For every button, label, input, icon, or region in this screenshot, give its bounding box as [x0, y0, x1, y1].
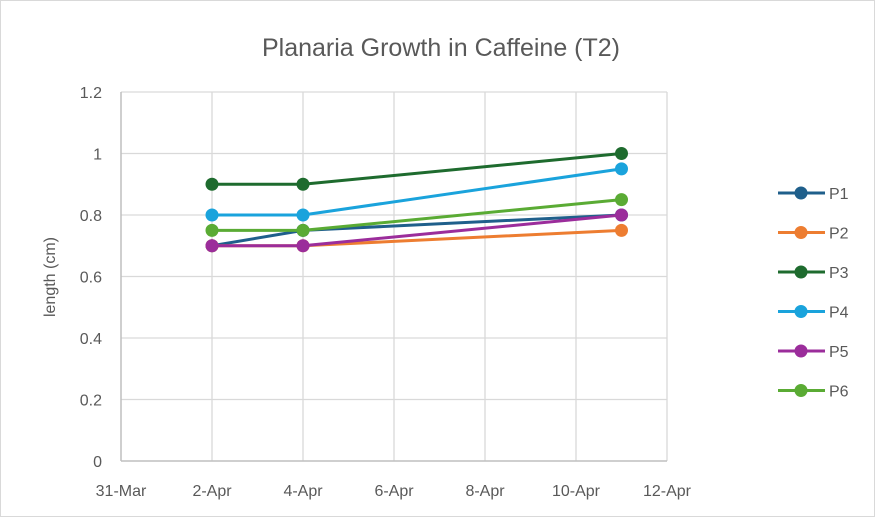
series-p3 [205, 147, 628, 191]
legend-marker-icon [794, 384, 808, 397]
x-tick-label: 2-Apr [192, 483, 232, 500]
legend-label: P2 [829, 226, 849, 243]
legend-item-p4[interactable]: P4 [778, 305, 849, 322]
gridlines [121, 91, 668, 461]
data-point [615, 208, 628, 222]
legend-label: P5 [829, 344, 849, 361]
y-tick-label: 1 [93, 147, 102, 164]
x-tick-label: 6-Apr [374, 483, 414, 500]
data-point [205, 239, 219, 253]
legend-marker-icon [794, 265, 808, 279]
legend-marker-icon [794, 344, 808, 358]
data-point [296, 208, 310, 222]
data-point [615, 147, 628, 160]
legend-marker-icon [794, 226, 808, 239]
x-tick-label: 12-Apr [643, 483, 692, 500]
legend-item-p5[interactable]: P5 [778, 344, 849, 361]
data-point [615, 162, 628, 176]
y-tick-label: 0.8 [80, 208, 102, 225]
legend-item-p3[interactable]: P3 [778, 265, 849, 282]
data-point [296, 239, 310, 253]
legend-label: P6 [829, 384, 849, 401]
series-p6 [205, 193, 628, 237]
data-point [205, 177, 219, 191]
data-point [205, 223, 219, 237]
axes [120, 92, 667, 462]
data-point [296, 223, 310, 237]
legend-marker-icon [794, 305, 808, 318]
x-tick-label: 10-Apr [552, 483, 601, 500]
x-tick-label: 8-Apr [465, 483, 505, 500]
y-axis-label: length (cm) [42, 237, 59, 317]
x-tick-label: 4-Apr [283, 483, 323, 500]
legend-marker-icon [794, 186, 808, 200]
x-tick-label: 31-Mar [96, 483, 147, 500]
legend-label: P1 [829, 186, 849, 203]
data-point [296, 177, 310, 191]
legend-item-p6[interactable]: P6 [778, 384, 849, 401]
tick-labels: 0 0.2 0.4 0.6 0.8 1 1.2 31-Mar 2-Apr 4-Apr 6-Apr 8-… [80, 85, 692, 500]
data-point [205, 208, 219, 222]
series-line [212, 228, 622, 248]
y-tick-label: 0.4 [80, 331, 102, 348]
legend-label: P3 [829, 265, 849, 282]
legend[interactable]: P1 P2 P3 P4 P5 P6 [778, 186, 849, 401]
legend-item-p1[interactable]: P1 [778, 186, 849, 203]
series-p5 [205, 208, 628, 253]
series-group [205, 147, 628, 253]
legend-label: P4 [829, 305, 849, 322]
series-line [212, 152, 622, 186]
chart-title: Planaria Growth in Caffeine (T2) [262, 34, 620, 62]
y-tick-label: 0 [93, 454, 102, 471]
legend-item-p2[interactable]: P2 [778, 226, 849, 243]
series-p2 [205, 223, 628, 253]
series-line [212, 167, 622, 217]
y-tick-label: 0.6 [80, 270, 102, 287]
y-tick-label: 0.2 [80, 393, 102, 410]
data-point [615, 193, 628, 207]
series-p4 [205, 162, 628, 222]
y-tick-label: 1.2 [80, 85, 102, 102]
data-point [615, 223, 628, 237]
